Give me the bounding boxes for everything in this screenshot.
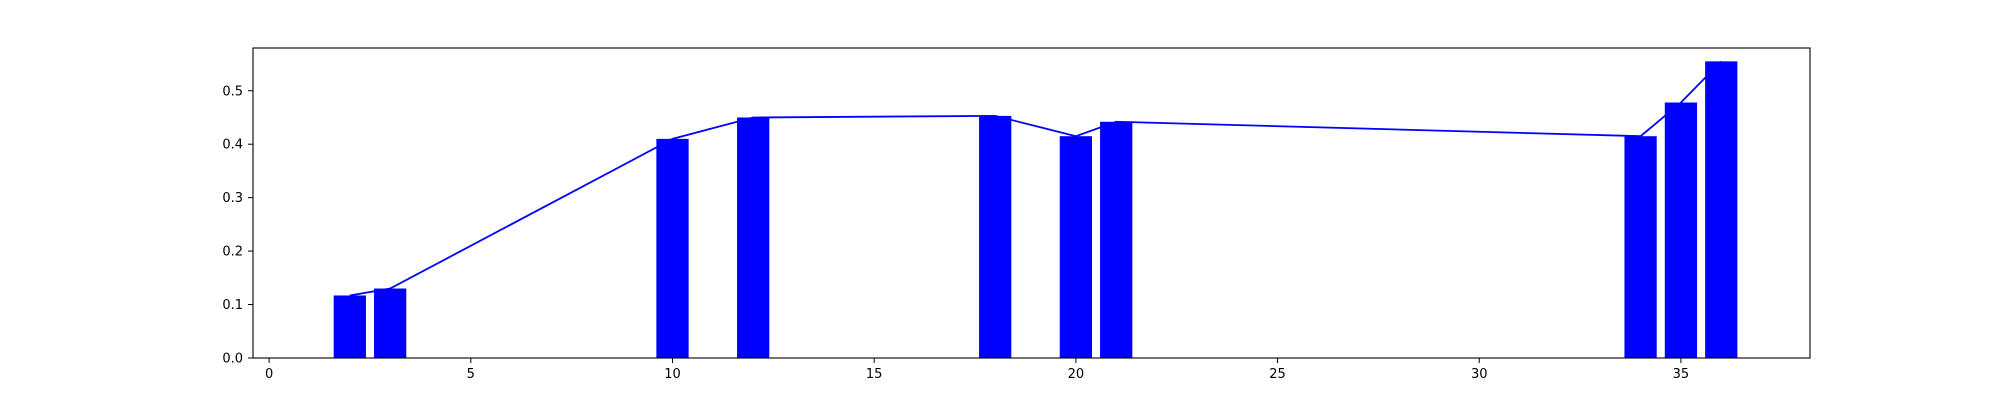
x-tick-label: 0	[265, 367, 273, 382]
bar	[737, 117, 770, 358]
y-tick-label: 0.4	[222, 138, 243, 153]
x-tick-label: 15	[866, 367, 883, 382]
bar	[333, 295, 366, 358]
bar	[374, 288, 407, 358]
y-tick-label: 0.2	[222, 245, 243, 260]
bar	[1705, 61, 1738, 359]
bar	[1059, 136, 1093, 358]
y-tick-label: 0.3	[222, 191, 243, 206]
x-tick-label: 30	[1471, 367, 1488, 382]
x-tick-label: 35	[1673, 367, 1690, 382]
bars-layer	[333, 61, 1738, 359]
y-tick-label: 0.0	[222, 352, 243, 367]
y-tick-label: 0.1	[222, 298, 243, 313]
series-line	[349, 60, 1722, 297]
x-tick-label: 10	[664, 367, 681, 382]
line-layer	[349, 60, 1722, 297]
axes-layer: 0 5 10 15 20 25 30 35 0.0 0.1 0.2 0.3 0.4 0.5	[222, 47, 1811, 382]
bar	[1624, 136, 1657, 358]
bar	[1664, 102, 1698, 358]
y-tick-label: 0.5	[222, 84, 243, 99]
bar	[979, 115, 1012, 359]
x-tick-label: 20	[1068, 367, 1085, 382]
x-tick-label: 5	[467, 367, 475, 382]
bar	[656, 138, 689, 358]
bar	[1100, 121, 1133, 358]
plot-frame	[252, 47, 1811, 359]
x-tick-label: 25	[1269, 367, 1286, 382]
